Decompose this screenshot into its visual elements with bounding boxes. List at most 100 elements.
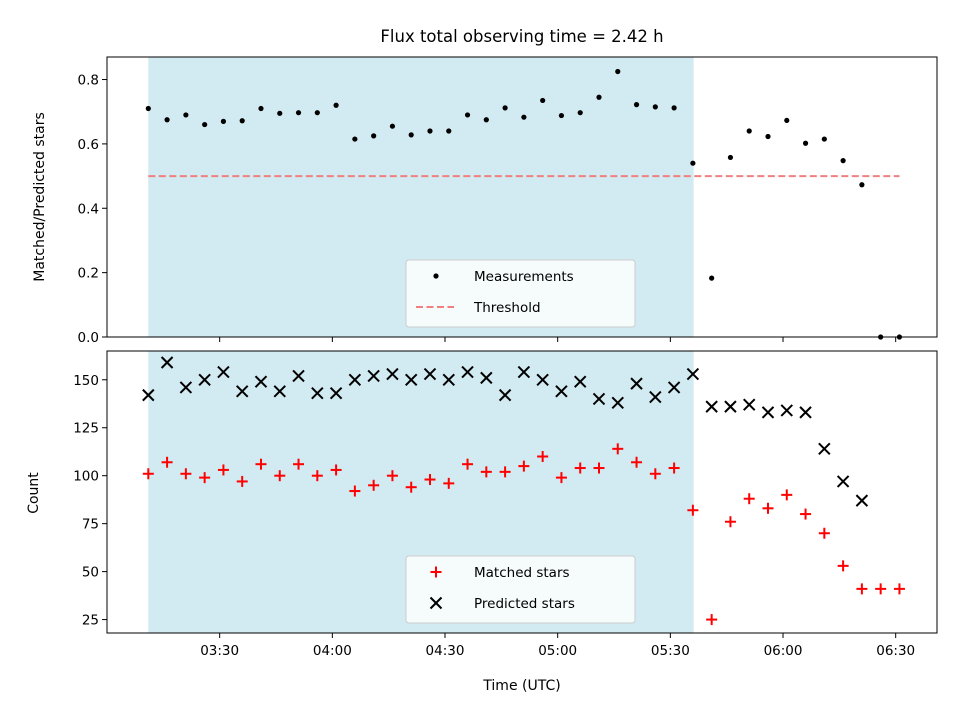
bottom-series-0-point-15 [424,474,436,486]
bottom-series-0-point-1 [161,456,173,468]
bottom-series-1-point-15-d2 [423,367,437,381]
top-legend-item-1-label: Threshold [473,300,541,316]
bottom-series-0-point-31 [724,516,736,528]
bottom-series-0-point-18 [480,466,492,478]
bottom-series-1-point-24-d2 [592,392,606,406]
top-series-0-point-29 [690,160,696,166]
top-series-0-point-2 [183,112,189,118]
bottom-series-1-point-31 [724,400,737,413]
top-series-0-point-16 [446,128,452,134]
bottom-series-1-point-0 [142,388,155,402]
bottom-series-1-point-0-d2 [142,388,155,402]
bottom-series-0-point-22 [555,472,567,484]
bottom-series-0-point-19 [499,466,511,478]
top-series-0-point-10 [333,102,339,108]
chart-title: Flux total observing time = 2.42 h [380,27,663,46]
bottom-series-0-point-6 [255,458,267,470]
bottom-series-1-point-14-d2 [405,373,418,386]
top-panel: 0.0 0.2 0.4 0.6 0.8 Measurements Threshold [78,56,938,346]
bottom-series-1-point-27 [649,390,662,404]
bottom-series-1-point-18 [480,371,493,385]
top-series-0-point-15 [427,128,433,134]
bottom-series-0-point-8 [293,458,305,470]
top-series-0-point-23 [577,110,583,116]
bottom-legend-item-0-swatch [430,566,442,578]
top-series-0-point-31 [727,154,734,161]
bottom-series-0-point-36 [818,527,830,539]
bottom-series-0-point-38 [856,583,868,595]
bottom-series-0-point-2 [180,468,192,480]
top-series-0-point-33 [765,133,771,140]
top-legend: Measurements Threshold [405,259,636,328]
bottom-series-1-point-20 [517,365,531,379]
top-series-0-point-14 [408,132,414,138]
bottom-series-1-point-8 [292,369,305,383]
bottom-x-tick-label-5: 06:00 [764,643,803,659]
bottom-series-0-point-26 [631,456,643,468]
bottom-series-1-point-2 [179,381,193,394]
bottom-series-1-point-13-d2 [386,367,399,381]
bottom-series-1-point-20-d2 [517,365,531,379]
bottom-series-1-point-38 [855,494,869,507]
bottom-x-tick-label-3: 05:00 [538,643,577,659]
bottom-series-0-point-37 [837,560,849,572]
bottom-series-0-point-33 [762,502,774,514]
bottom-x-tick-label-2: 04:30 [426,643,465,659]
bottom-series-0-point-34 [781,489,793,501]
bottom-series-1-point-16 [442,373,455,386]
bottom-series-0-point-13 [386,470,398,482]
x-axis-title: Time (UTC) [482,678,560,694]
bottom-series-1-point-36-d2 [818,442,831,456]
bottom-y-tick-label-4: 125 [73,421,99,437]
bottom-series-1-point-3-d2 [198,373,211,386]
bottom-series-1-point-29 [686,367,700,381]
bottom-series-0-point-28 [668,462,680,474]
bottom-series-1-point-34 [780,404,793,417]
bottom-frame [106,350,938,634]
bottom-series-1-point-33 [761,406,775,419]
bottom-series-1-point-28 [667,381,681,394]
top-series-0-point-21 [540,97,546,104]
bottom-series-1-point-32 [743,398,756,411]
bottom-series-1-point-22-d2 [555,385,568,398]
bottom-series-1-point-31-d2 [724,400,737,413]
top-series-0-point-4 [220,118,227,124]
bottom-x-tick-label-1: 04:00 [313,643,352,659]
top-series-0-point-20 [521,114,527,120]
bottom-series-0-point-16 [443,477,455,489]
bottom-series-0-point-0 [142,468,154,480]
bottom-series-1-point-17-d2 [461,365,474,379]
top-series-0-point-36 [821,136,827,142]
top-series-0-point-6 [258,105,264,112]
top-series-0-point-17 [464,112,471,118]
bottom-series-1-point-5-d2 [235,385,249,398]
bottom-series-0-point-10 [330,464,342,476]
top-series-0-point-38 [859,182,865,188]
bottom-series-1-point-12 [367,369,380,383]
bottom-series-1-point-30 [705,400,718,413]
bottom-legend: Matched stars Predicted stars [405,555,636,624]
bottom-series-1-point-27-d2 [649,390,662,404]
bottom-series-1-point-11 [348,373,362,386]
bottom-series-1-point-14 [405,373,418,386]
bottom-series-1-point-24 [592,392,606,406]
bottom-series-1-point-10-d2 [329,386,343,400]
bottom-series-1-point-22 [555,385,568,398]
bottom-series-0-point-7 [274,470,286,482]
bottom-series-0-point-12 [368,479,380,491]
bottom-series-1-point-25-d2 [611,396,624,410]
bottom-series-1-point-34-d2 [780,404,793,417]
top-frame [106,56,938,338]
bottom-legend-item-1-swatch [429,596,443,610]
bottom-series-1-point-23 [574,375,587,388]
bottom-series-1-point-28-d2 [667,381,681,394]
bottom-series-1-point-1 [160,356,174,369]
top-series-0-point-22 [558,112,565,119]
bottom-series-1-point-9 [311,386,324,400]
top-series-0-point-37 [840,158,846,164]
top-legend-box [405,259,636,328]
bottom-series-1-point-6-d2 [254,375,268,388]
bottom-y-tick-label-5: 150 [73,373,99,389]
bottom-series-0-point-30 [706,614,718,626]
